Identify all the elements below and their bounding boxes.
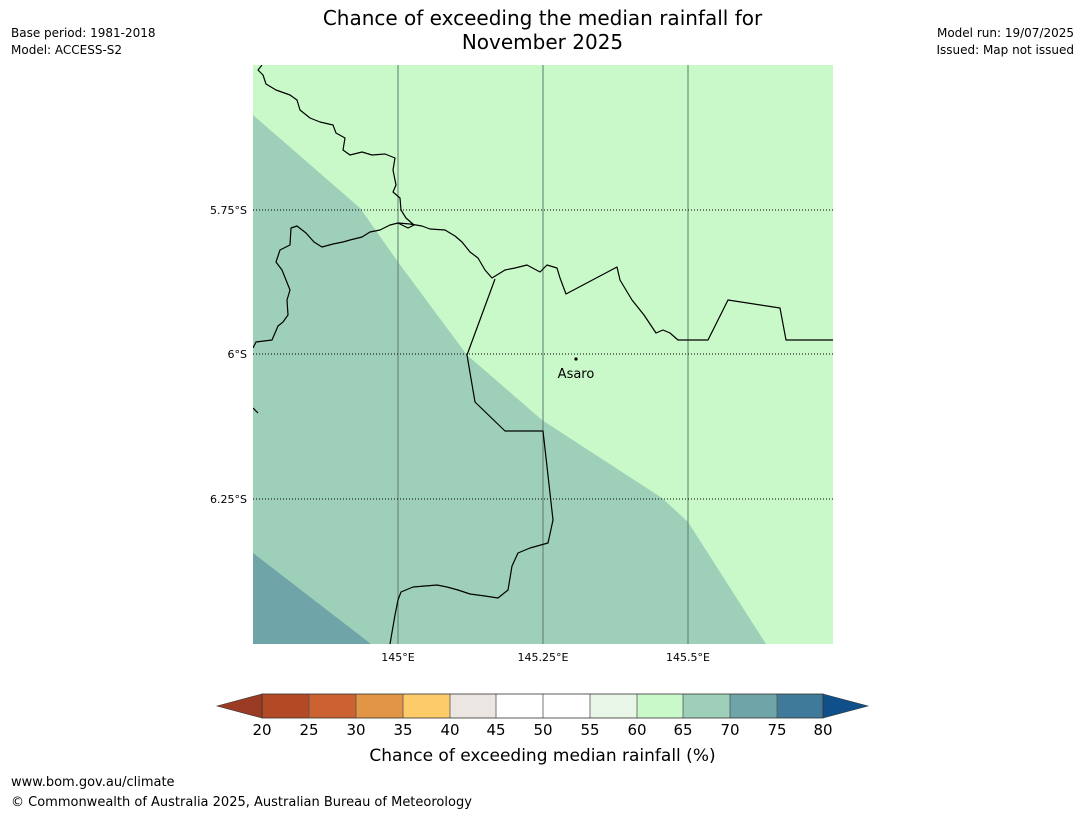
colorbar-swatch-45-50 bbox=[496, 694, 543, 718]
colorbar-tick-40: 40 bbox=[440, 721, 460, 739]
colorbar-swatch-75-80 bbox=[777, 694, 823, 718]
metadata-right: Model run: 19/07/2025 Issued: Map not is… bbox=[936, 25, 1074, 59]
title-line-1: Chance of exceeding the median rainfall … bbox=[322, 6, 763, 30]
colorbar-swatch-25-30 bbox=[309, 694, 356, 718]
lon-label-145-25: 145.25°E bbox=[518, 651, 569, 664]
colorbar-tick-25: 25 bbox=[299, 721, 319, 739]
province-boundaries bbox=[253, 65, 833, 644]
colorbar-tick-50: 50 bbox=[533, 721, 553, 739]
lon-label-145: 145°E bbox=[381, 651, 414, 664]
colorbar-swatch-55-60 bbox=[590, 694, 637, 718]
colorbar-swatch-30-35 bbox=[356, 694, 403, 718]
zone-65-70 bbox=[253, 115, 766, 644]
boundary-north bbox=[397, 222, 833, 341]
zone-70-75 bbox=[253, 553, 371, 644]
place-marker-asaro bbox=[574, 357, 578, 361]
model-run-text: Model run: 19/07/2025 bbox=[936, 26, 1074, 40]
colorbar-extend-high bbox=[822, 693, 870, 719]
colorbar-swatch-20-25 bbox=[262, 694, 309, 718]
colorbar-tick-35: 35 bbox=[393, 721, 413, 739]
colorbar-tick-70: 70 bbox=[720, 721, 740, 739]
colorbar-dividers bbox=[261, 694, 824, 718]
colorbar-tick-75: 75 bbox=[767, 721, 787, 739]
colorbar-extend-low bbox=[215, 693, 263, 719]
colorbar bbox=[215, 693, 870, 719]
colorbar-tick-45: 45 bbox=[486, 721, 506, 739]
base-period-text: Base period: 1981-2018 bbox=[11, 26, 156, 40]
colorbar-tick-65: 65 bbox=[673, 721, 693, 739]
colorbar-label: Chance of exceeding median rainfall (%) bbox=[369, 746, 716, 766]
colorbar-swatch-65-70 bbox=[683, 694, 730, 718]
footer-url: www.bom.gov.au/climate bbox=[11, 775, 175, 790]
model-text: Model: ACCESS-S2 bbox=[11, 43, 123, 57]
lon-label-145-5: 145.5°E bbox=[666, 651, 710, 664]
issued-text: Issued: Map not issued bbox=[936, 43, 1074, 57]
colorbar-swatch-50-55 bbox=[543, 694, 590, 718]
colorbar-swatch-60-65 bbox=[637, 694, 683, 718]
boundary-south bbox=[389, 278, 554, 644]
colorbar-swatch-35-40 bbox=[403, 694, 450, 718]
colorbar-tick-labels: 20 25 30 35 40 45 50 55 60 65 70 75 80 bbox=[0, 720, 1085, 740]
metadata-left: Base period: 1981-2018 Model: ACCESS-S2 bbox=[11, 25, 156, 59]
lat-label-6: 6°S bbox=[228, 348, 247, 361]
lat-label-6-25: 6.25°S bbox=[210, 493, 247, 506]
colorbar-swatch-70-75 bbox=[730, 694, 777, 718]
title-line-2: November 2025 bbox=[461, 30, 624, 54]
colorbar-tick-80: 80 bbox=[813, 721, 833, 739]
colorbar-swatch-40-45 bbox=[450, 694, 496, 718]
colorbar-tick-20: 20 bbox=[252, 721, 272, 739]
boundary-west bbox=[253, 65, 415, 349]
map-title: Chance of exceeding the median rainfall … bbox=[0, 6, 1085, 54]
colorbar-tick-55: 55 bbox=[580, 721, 600, 739]
colorbar-tick-30: 30 bbox=[346, 721, 366, 739]
boundary-edge bbox=[253, 407, 259, 414]
colorbar-tick-60: 60 bbox=[627, 721, 647, 739]
colorbar-outline bbox=[261, 693, 824, 719]
footer-copyright: © Commonwealth of Australia 2025, Austra… bbox=[11, 795, 472, 810]
map-area bbox=[253, 65, 833, 644]
place-label-asaro: Asaro bbox=[558, 367, 595, 382]
lat-label-5-75: 5.75°S bbox=[210, 204, 247, 217]
